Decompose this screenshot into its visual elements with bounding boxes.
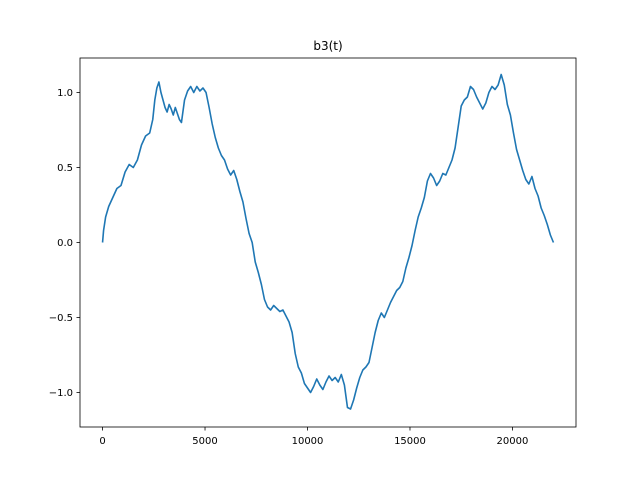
y-tick-label: −0.5: [49, 313, 73, 324]
y-tick-label: 0.5: [57, 163, 73, 174]
y-axis: −1.0 −0.5 0.0 0.5 1.0: [49, 88, 80, 399]
plot-area: [80, 58, 576, 427]
line-layer: [101, 73, 555, 410]
x-axis: 0 5000 10000 15000 20000: [99, 427, 528, 447]
series-line-0: [101, 73, 555, 410]
y-tick-label: 0.0: [57, 238, 73, 249]
x-tick-label: 20000: [497, 436, 529, 447]
chart-title: b3(t): [313, 39, 342, 53]
x-tick-label: 10000: [292, 436, 324, 447]
x-tick-label: 5000: [192, 436, 217, 447]
y-tick-label: −1.0: [49, 388, 73, 399]
y-tick-label: 1.0: [57, 88, 73, 99]
x-tick-label: 15000: [394, 436, 426, 447]
x-tick-label: 0: [99, 436, 105, 447]
